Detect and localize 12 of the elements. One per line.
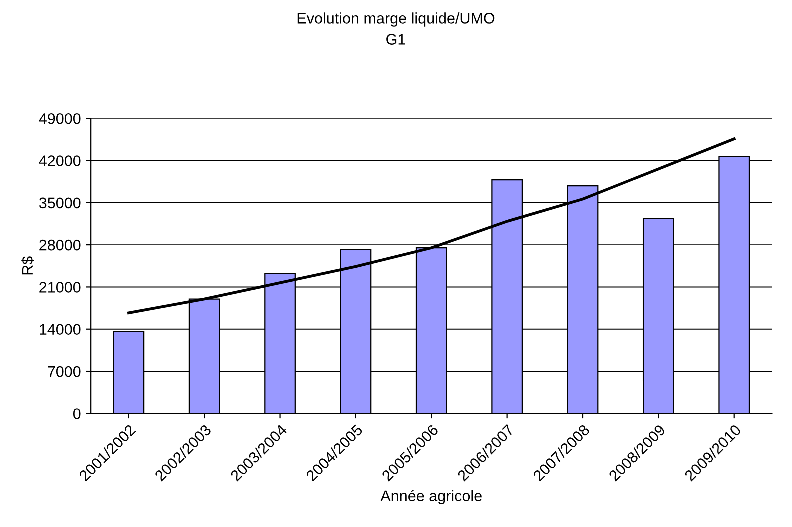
chart-title: Evolution marge liquide/UMO bbox=[298, 12, 495, 27]
y-tick-label: 14000 bbox=[40, 324, 81, 336]
y-tick-label: 28000 bbox=[40, 240, 81, 251]
y-axis-title: R$ bbox=[22, 256, 34, 275]
chart-subtitle: G1 bbox=[386, 34, 406, 45]
y-tick-label: 21000 bbox=[40, 282, 81, 293]
y-tick-label: 42000 bbox=[39, 156, 81, 166]
x-axis-title: Année agricole bbox=[380, 490, 482, 505]
y-tick-label: 49000 bbox=[39, 113, 81, 124]
y-tick-label: 35000 bbox=[39, 198, 81, 209]
y-tick-label: 0 bbox=[73, 408, 81, 420]
y-tick-label: 7000 bbox=[48, 366, 81, 378]
